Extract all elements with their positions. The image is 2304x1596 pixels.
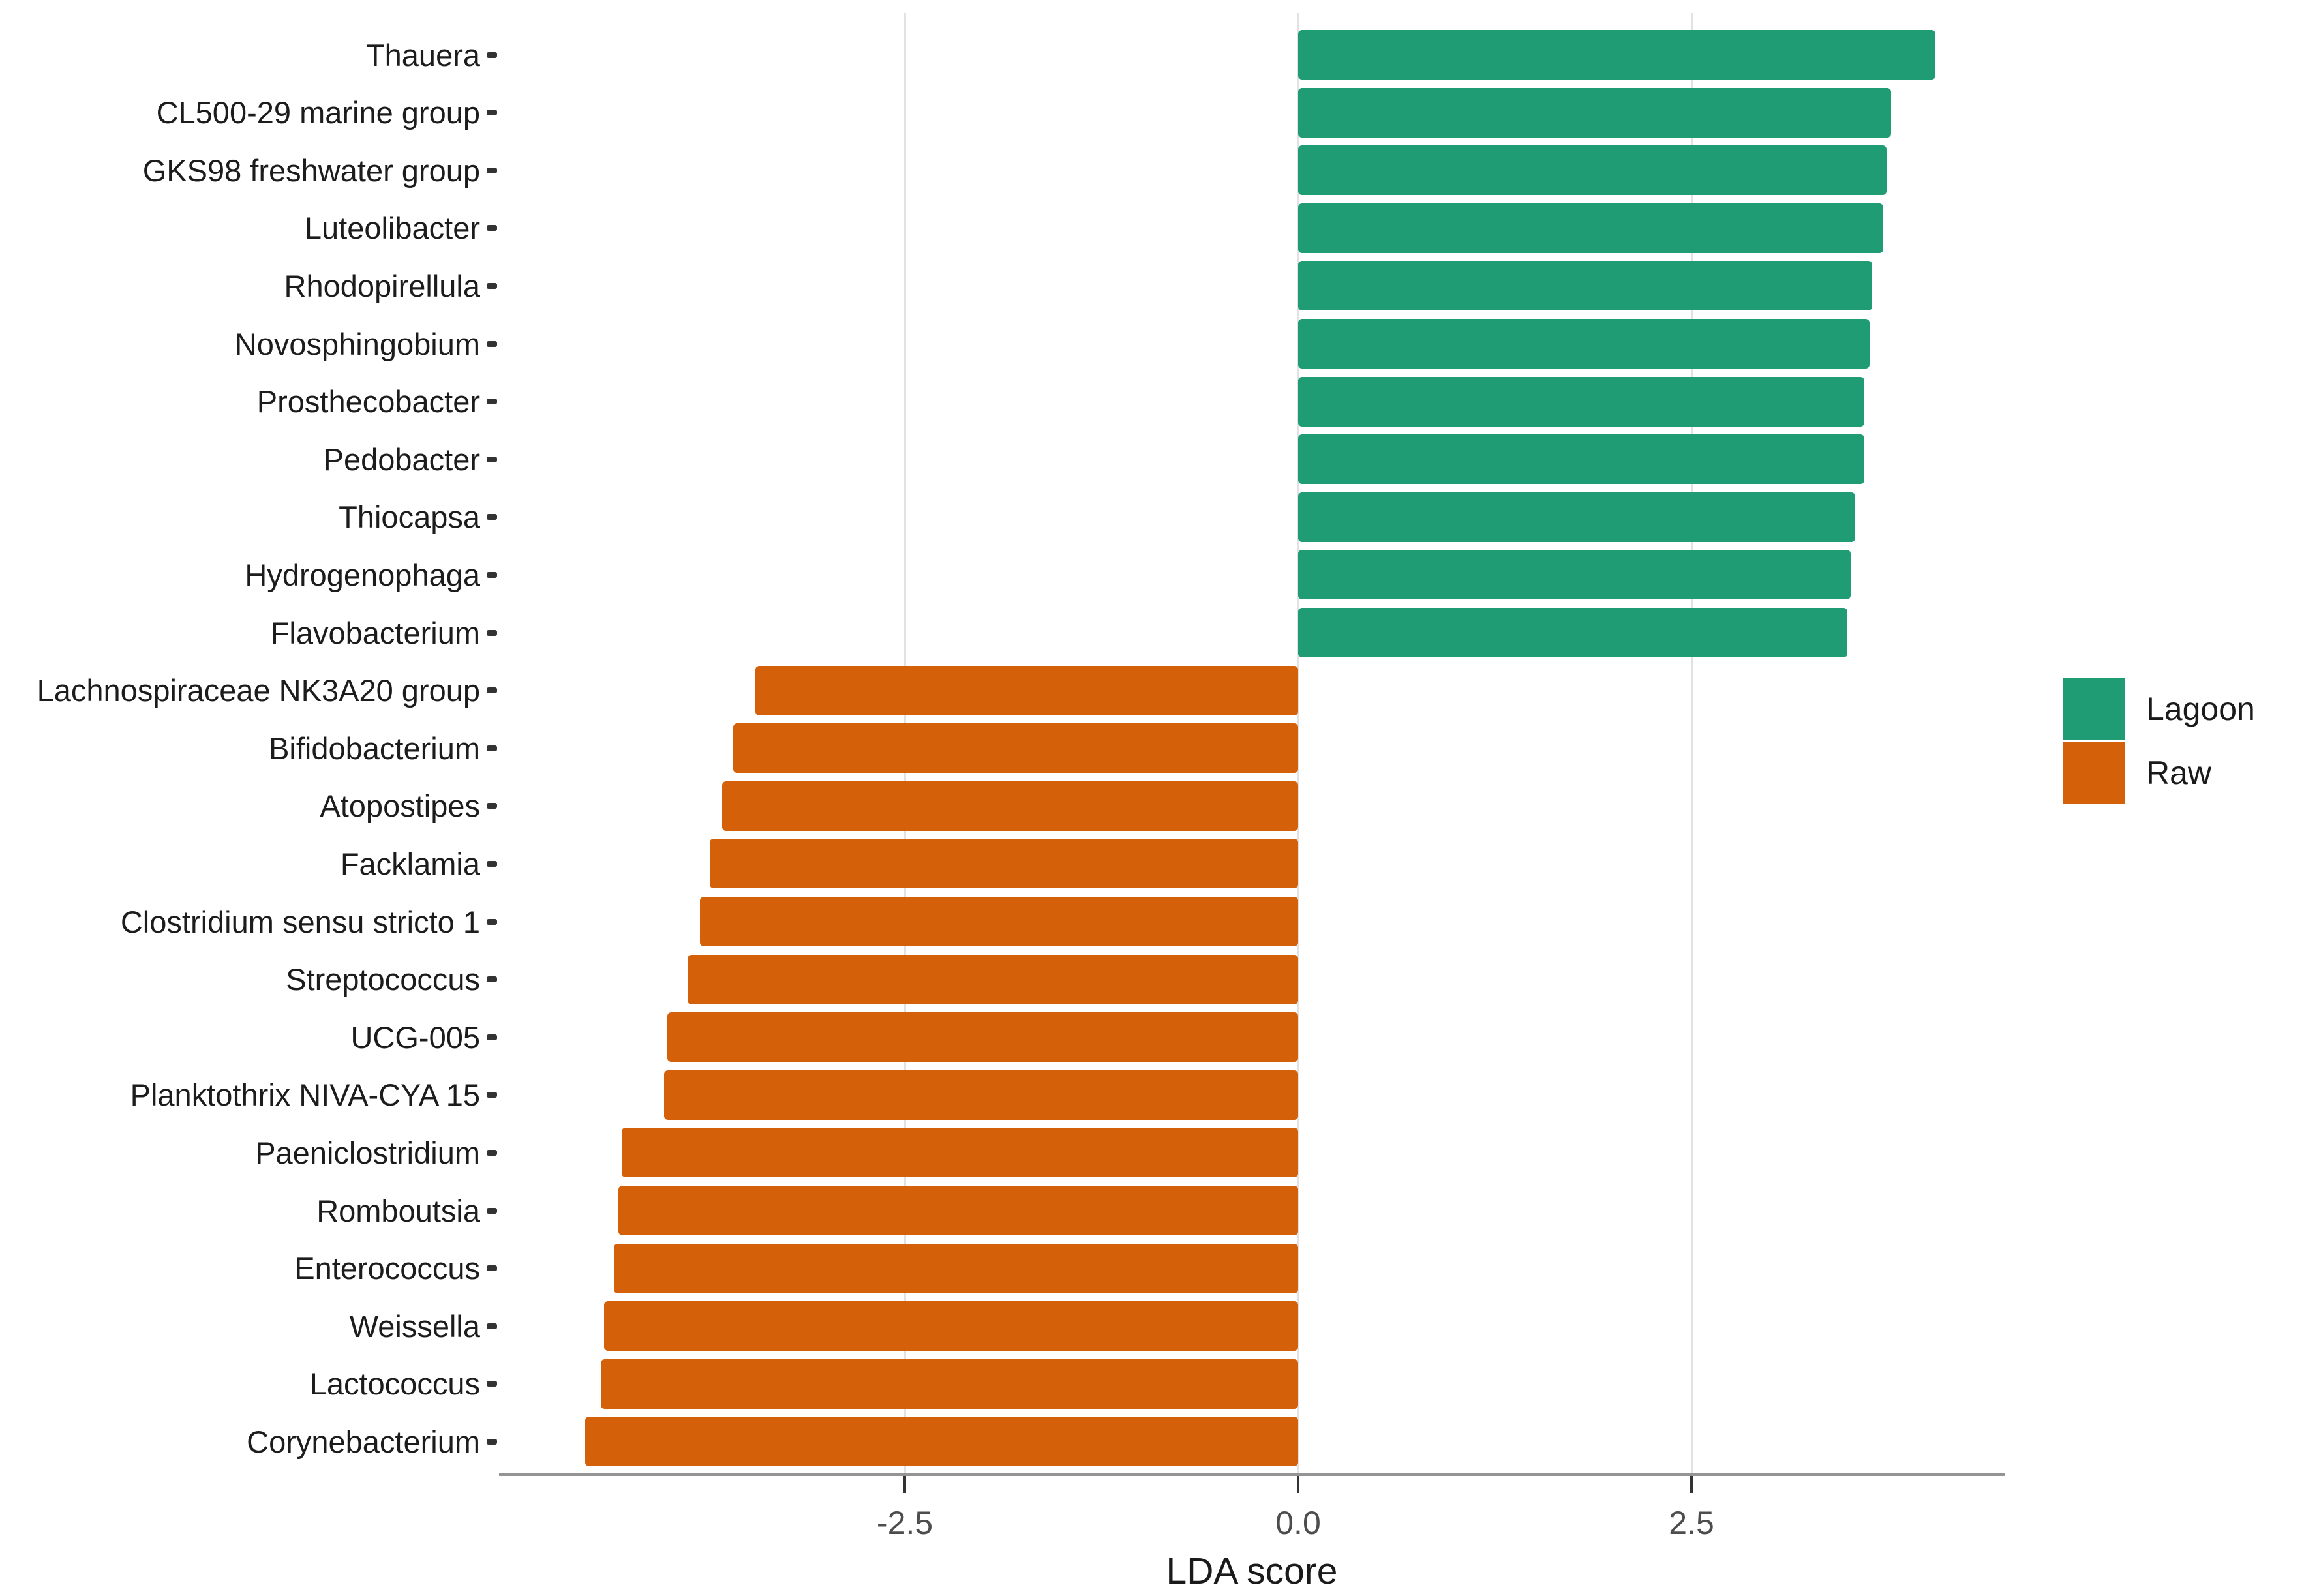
x-tick-label-2.5: 2.5 [1669,1505,1714,1541]
y-label-romboutsia: Romboutsia [316,1193,480,1228]
y-label-atopostipes: Atopostipes [320,789,480,824]
y-label-facklamia: Facklamia [340,846,480,881]
bar-facklamia [709,839,1298,889]
bar-ucg-005 [667,1012,1298,1062]
bar-rhodopirellula [1298,261,1873,311]
y-tick-streptococcus [487,976,497,983]
y-tick-corynebacterium [487,1438,497,1445]
y-label-rhodopirellula: Rhodopirellula [284,268,480,303]
y-tick-lachnospiraceae-nk3a20-group [487,687,497,694]
y-tick-luteolibacter [487,225,497,232]
y-tick-gks98-freshwater-group [487,167,497,173]
y-tick-cl500-29-marine-group [487,110,497,116]
bar-novosphingobium [1298,319,1870,369]
y-label-novosphingobium: Novosphingobium [234,326,480,361]
bar-lactococcus [601,1359,1298,1409]
y-tick-facklamia [487,860,497,867]
bar-lachnospiraceae-nk3a20-group [755,665,1298,715]
y-tick-flavobacterium [487,629,497,636]
y-label-prosthecobacter: Prosthecobacter [256,384,480,419]
y-label-lachnospiraceae-nk3a20-group: Lachnospiraceae NK3A20 group [37,673,480,708]
bar-weissella [604,1301,1298,1351]
y-tick-thauera [487,52,497,58]
y-label-thiocapsa: Thiocapsa [339,500,480,535]
bar-streptococcus [688,954,1298,1004]
y-tick-rhodopirellula [487,282,497,289]
bar-flavobacterium [1298,608,1847,657]
y-label-cl500-29-marine-group: CL500-29 marine group [156,95,480,130]
y-label-luteolibacter: Luteolibacter [304,211,480,246]
bar-luteolibacter [1298,203,1884,253]
bar-clostridium-sensu-stricto-1 [700,897,1298,946]
x-tick-label-0.0: 0.0 [1275,1505,1321,1541]
legend-key-raw [2063,742,2125,804]
bar-bifidobacterium [733,723,1298,774]
x-tick-label--2.5: -2.5 [876,1505,933,1541]
bar-planktothrix-niva-cya-15 [663,1070,1298,1120]
bar-atopostipes [722,781,1298,831]
y-tick-paeniclostridium [487,1149,497,1156]
legend-label-raw: Raw [2146,754,2212,791]
bar-thiocapsa [1298,492,1855,542]
y-tick-ucg-005 [487,1034,497,1040]
y-tick-novosphingobium [487,340,497,347]
y-tick-bifidobacterium [487,745,497,751]
bar-corynebacterium [585,1417,1298,1467]
y-tick-lactococcus [487,1381,497,1387]
y-label-hydrogenophaga: Hydrogenophaga [245,557,480,592]
bar-hydrogenophaga [1298,550,1851,600]
y-tick-pedobacter [487,456,497,462]
y-tick-atopostipes [487,803,497,809]
bar-romboutsia [618,1186,1298,1235]
y-label-corynebacterium: Corynebacterium [247,1424,480,1459]
y-label-weissella: Weissella [349,1308,480,1344]
y-label-paeniclostridium: Paeniclostridium [255,1135,480,1170]
bar-thauera [1298,30,1935,80]
x-axis-title: LDA score [1166,1550,1338,1592]
y-tick-hydrogenophaga [487,571,497,578]
y-label-bifidobacterium: Bifidobacterium [269,730,480,766]
x-tick-0.0 [1297,1476,1299,1493]
bar-paeniclostridium [621,1128,1298,1178]
bar-pedobacter [1298,434,1865,485]
y-label-ucg-005: UCG-005 [350,1019,480,1055]
y-label-gks98-freshwater-group: GKS98 freshwater group [142,153,480,188]
y-tick-weissella [487,1323,497,1329]
x-tick--2.5 [903,1476,906,1493]
y-label-pedobacter: Pedobacter [323,442,480,477]
legend-key-lagoon [2063,678,2125,740]
y-label-planktothrix-niva-cya-15: Planktothrix NIVA-CYA 15 [130,1077,480,1113]
gridline-x-0.0 [1297,13,1299,1473]
gridline-x-2.5 [1690,13,1693,1473]
bar-gks98-freshwater-group [1298,145,1887,196]
y-label-enterococcus: Enterococcus [294,1251,480,1286]
bar-cl500-29-marine-group [1298,87,1892,138]
y-tick-clostridium-sensu-stricto-1 [487,918,497,925]
bar-prosthecobacter [1298,376,1865,427]
y-tick-enterococcus [487,1265,497,1272]
y-tick-thiocapsa [487,514,497,520]
legend-label-lagoon: Lagoon [2146,690,2255,727]
y-label-thauera: Thauera [365,37,480,72]
y-tick-planktothrix-niva-cya-15 [487,1092,497,1098]
x-tick-2.5 [1690,1476,1693,1493]
y-tick-prosthecobacter [487,399,497,405]
y-label-flavobacterium: Flavobacterium [270,615,480,650]
y-tick-romboutsia [487,1207,497,1214]
x-axis-line [499,1473,2005,1476]
bar-enterococcus [613,1243,1298,1293]
y-label-clostridium-sensu-stricto-1: Clostridium sensu stricto 1 [120,904,480,939]
y-label-lactococcus: Lactococcus [309,1366,480,1402]
y-label-streptococcus: Streptococcus [286,962,480,997]
